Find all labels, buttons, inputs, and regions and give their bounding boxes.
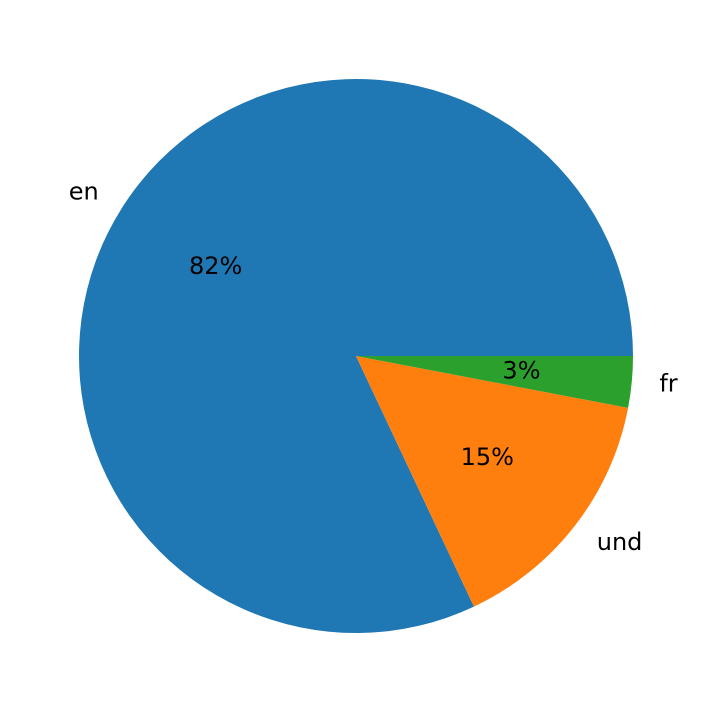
percent-label: 15% — [461, 443, 514, 471]
pie-slice — [78, 78, 634, 633]
category-label: und — [597, 528, 643, 556]
pie-slice — [356, 356, 633, 408]
pie-slice — [356, 356, 629, 607]
category-label: fr — [659, 370, 677, 398]
category-label: en — [69, 178, 99, 206]
percent-label: 82% — [189, 252, 242, 280]
percent-label: 3% — [502, 357, 540, 385]
